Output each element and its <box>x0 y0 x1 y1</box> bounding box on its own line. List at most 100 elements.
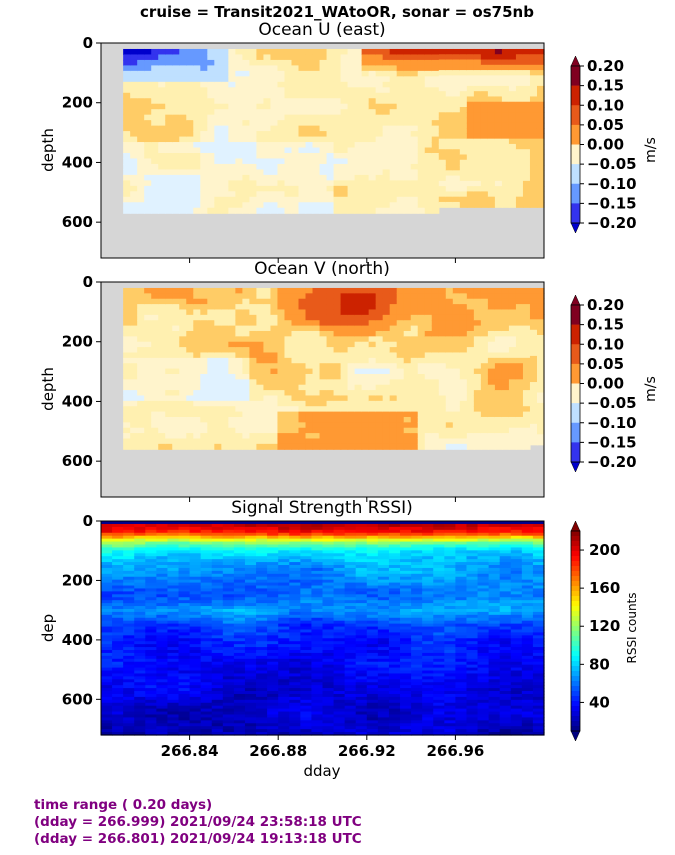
heatmap-cell <box>244 691 257 695</box>
heatmap-cell <box>101 523 113 528</box>
heatmap-cell <box>158 422 166 429</box>
heatmap-cell <box>222 588 235 592</box>
heatmap-cell <box>165 384 173 391</box>
heatmap-cell <box>179 438 187 445</box>
heatmap-cell <box>361 298 370 305</box>
heatmap-cell <box>130 92 138 99</box>
heatmap-cell <box>172 180 180 187</box>
heatmap-cell <box>123 611 135 616</box>
heatmap-cell <box>249 202 258 209</box>
heatmap-cell <box>130 70 138 77</box>
heatmap-cell <box>235 347 243 354</box>
heatmap-cell <box>278 673 290 677</box>
heatmap-cell <box>347 411 356 418</box>
heatmap-cell <box>172 136 180 143</box>
heatmap-cell <box>214 416 222 423</box>
heatmap-cell <box>494 287 503 294</box>
heatmap-cell <box>137 185 145 192</box>
heatmap-cell <box>144 347 152 354</box>
heatmap-cell <box>278 608 290 613</box>
heatmap-cell <box>298 59 307 66</box>
heatmap-cell <box>221 352 229 359</box>
heatmap-cell <box>326 314 335 321</box>
heatmap-cell <box>221 416 229 423</box>
heatmap-cell <box>361 70 370 77</box>
heatmap-cell <box>263 352 272 359</box>
heatmap-cell <box>172 163 180 171</box>
heatmap-cell <box>354 304 363 311</box>
heatmap-cell <box>228 70 236 77</box>
heatmap-cell <box>529 355 538 362</box>
heatmap-cell <box>267 664 279 669</box>
heatmap-cell <box>123 185 131 192</box>
heatmap-cell <box>167 570 180 575</box>
heatmap-cell <box>249 158 258 165</box>
heatmap-cell <box>101 588 113 592</box>
heatmap-cell <box>508 395 517 402</box>
heatmap-cell <box>242 87 250 94</box>
heatmap-cell <box>368 152 377 160</box>
heatmap-cell <box>284 48 293 56</box>
heatmap-cell <box>289 573 301 578</box>
heatmap-cell <box>134 717 146 721</box>
heatmap-cell <box>256 705 268 710</box>
heatmap-cell <box>123 547 135 551</box>
heatmap-cell <box>536 154 545 161</box>
heatmap-cell <box>221 368 229 375</box>
heatmap-cell <box>222 699 235 704</box>
heatmap-cell <box>244 585 257 590</box>
heatmap-cell <box>326 147 335 154</box>
heatmap-cell <box>233 594 246 598</box>
heatmap-cell <box>312 92 321 99</box>
heatmap-cell <box>130 330 138 337</box>
heatmap-cell <box>424 169 433 176</box>
heatmap-cell <box>134 685 146 689</box>
heatmap-cell <box>167 635 180 639</box>
heatmap-cell <box>501 438 510 445</box>
heatmap-cell <box>340 152 349 160</box>
heatmap-cell <box>145 679 157 683</box>
heatmap-cell <box>319 357 328 364</box>
heatmap-cell <box>263 142 272 149</box>
heatmap-cell <box>165 395 173 402</box>
heatmap-cell <box>267 679 279 683</box>
heatmap-cell <box>487 416 496 423</box>
heatmap-cell <box>256 298 265 305</box>
heatmap-cell <box>291 136 300 143</box>
heatmap-cell <box>284 314 293 321</box>
heatmap-cell <box>298 422 307 429</box>
heatmap-cell <box>221 433 229 440</box>
heatmap-cell <box>179 59 187 66</box>
heatmap-cell <box>522 390 531 397</box>
heatmap-cell <box>123 562 135 566</box>
heatmap-cell <box>312 163 321 171</box>
heatmap-cell <box>172 379 180 386</box>
heatmap-cell <box>101 529 113 534</box>
heatmap-cell <box>396 136 405 143</box>
heatmap-cell <box>354 120 363 127</box>
heatmap-cell <box>211 535 224 540</box>
heatmap-cell <box>244 732 257 736</box>
heatmap-cell <box>466 357 475 364</box>
heatmap-cell <box>235 98 243 105</box>
heatmap-cell <box>267 629 279 634</box>
heatmap-cell <box>228 202 236 209</box>
heatmap-cell <box>515 175 524 182</box>
heatmap-cell <box>536 397 545 404</box>
heatmap-cell <box>424 368 433 375</box>
heatmap-cell <box>326 48 335 56</box>
heatmap-cell <box>473 180 482 187</box>
heatmap-cell <box>347 202 356 209</box>
heatmap-cell <box>466 154 475 161</box>
heatmap-cell <box>396 169 405 176</box>
heatmap-cell <box>459 154 468 161</box>
heatmap-cell <box>189 562 202 566</box>
heatmap-cell <box>375 207 384 214</box>
heatmap-cell <box>494 133 503 140</box>
heatmap-cell <box>403 400 412 407</box>
heatmap-cell <box>167 711 180 716</box>
u-xticks <box>189 258 456 263</box>
heatmap-cell <box>156 711 169 716</box>
heatmap-cell <box>200 330 208 337</box>
heatmap-cell <box>165 330 173 337</box>
